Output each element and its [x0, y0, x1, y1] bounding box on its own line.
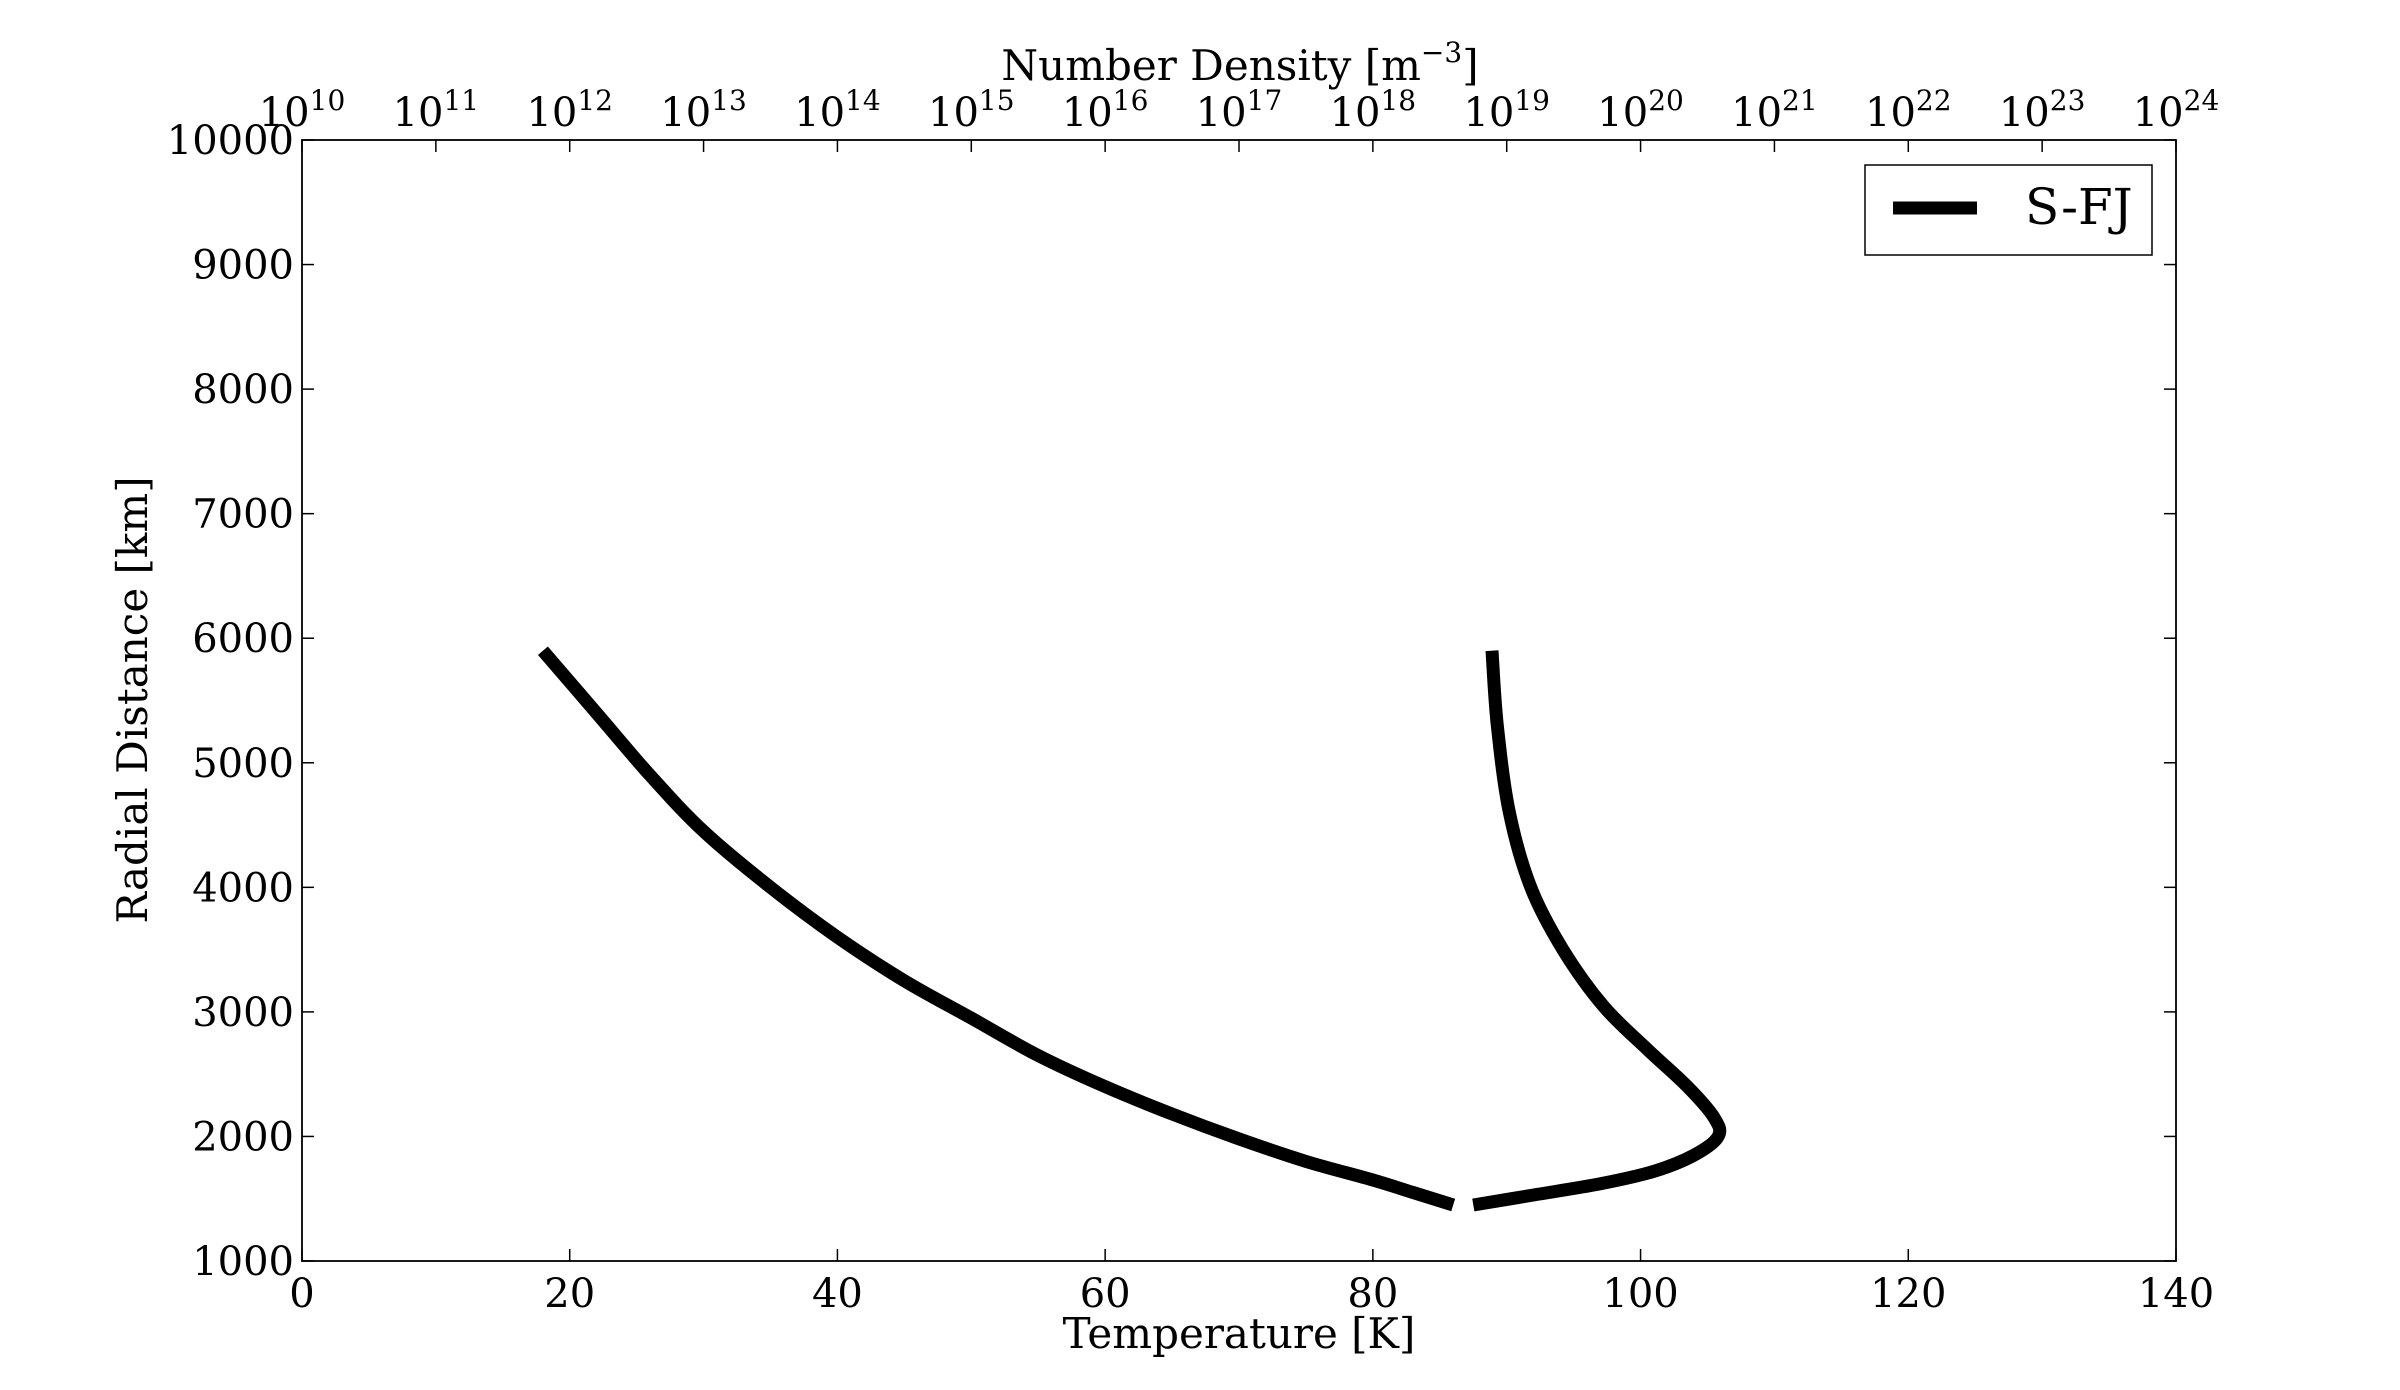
y-axis-label: Radial Distance [km] [108, 476, 157, 923]
legend: S-FJ [1864, 164, 2153, 256]
y-tick-label: 5000 [192, 741, 294, 787]
x-tick-label: 60 [1080, 1271, 1131, 1317]
x2-tick-label: 1017 [1196, 84, 1283, 136]
x2-axis-label: Number Density [m−3] [1001, 36, 1478, 90]
x-tick-label: 20 [544, 1271, 595, 1317]
x2-tick-label: 1018 [1330, 84, 1417, 136]
y-tick-label: 10000 [167, 118, 294, 164]
x-tick-label: 80 [1347, 1271, 1398, 1317]
series-line-1 [537, 646, 1456, 1212]
x-tick-label: 0 [289, 1271, 314, 1317]
x2-tick-label: 1013 [660, 84, 747, 136]
x2-tick-label: 1024 [2133, 84, 2220, 136]
x2-tick-label: 1022 [1865, 84, 1952, 136]
y-tick-label: 4000 [192, 865, 294, 911]
x2-tick-label: 1021 [1731, 84, 1818, 136]
y-tick-label: 8000 [192, 367, 294, 413]
x-tick-label: 100 [1602, 1271, 1678, 1317]
series-line-2 [1472, 650, 1727, 1212]
y-tick-label: 6000 [192, 616, 294, 662]
y-tick-label: 3000 [192, 990, 294, 1036]
x2-tick-label: 1010 [259, 84, 346, 136]
y-tick-label: 7000 [192, 492, 294, 538]
y-tick-label: 1000 [192, 1239, 294, 1285]
x2-tick-label: 1019 [1463, 84, 1550, 136]
x-tick-label: 120 [1870, 1271, 1946, 1317]
x2-tick-label: 1015 [928, 84, 1015, 136]
plot-frame [301, 139, 2177, 1262]
x2-tick-label: 1020 [1597, 84, 1684, 136]
series-layer [537, 646, 1727, 1212]
ticks-layer: 0 20 40 60 80 100 120 140 1000 2000 3000 4000 5000 60… [167, 84, 2220, 1317]
y-tick-label: 2000 [192, 1114, 294, 1160]
x2-tick-label: 1023 [1999, 84, 2086, 136]
x2-tick-label: 1012 [526, 84, 613, 136]
x2-tick-label: 1016 [1062, 84, 1149, 136]
x-axis-label: Temperature [K] [1063, 1309, 1416, 1358]
x2-tick-label: 1011 [393, 84, 480, 136]
x-tick-label: 40 [812, 1271, 863, 1317]
legend-label-s-fj: S-FJ [2025, 178, 2133, 236]
x2-tick-label: 1014 [794, 84, 881, 136]
x-tick-label: 140 [2138, 1271, 2214, 1317]
y-tick-label: 9000 [192, 243, 294, 289]
